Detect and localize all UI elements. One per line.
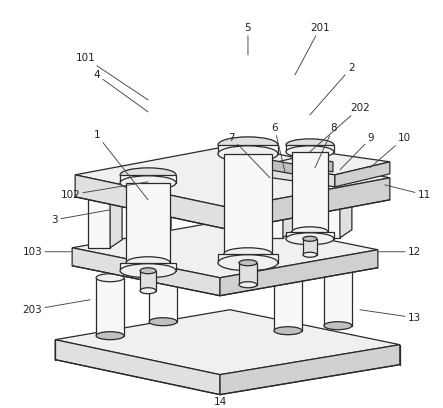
Ellipse shape	[120, 176, 176, 190]
Ellipse shape	[324, 264, 352, 272]
Ellipse shape	[149, 318, 177, 326]
Polygon shape	[270, 160, 298, 175]
Polygon shape	[88, 190, 122, 198]
Polygon shape	[335, 162, 390, 187]
Ellipse shape	[274, 327, 302, 335]
Ellipse shape	[286, 233, 334, 245]
Ellipse shape	[274, 269, 302, 277]
Ellipse shape	[120, 264, 176, 278]
Polygon shape	[318, 180, 352, 188]
Ellipse shape	[239, 260, 257, 266]
Polygon shape	[161, 179, 171, 236]
Polygon shape	[149, 264, 177, 322]
Polygon shape	[220, 250, 378, 296]
Polygon shape	[140, 271, 156, 291]
Text: 8: 8	[315, 123, 337, 168]
Ellipse shape	[218, 146, 278, 162]
Polygon shape	[265, 152, 390, 175]
Text: 103: 103	[23, 247, 72, 257]
Ellipse shape	[224, 248, 272, 260]
Ellipse shape	[140, 268, 156, 274]
Ellipse shape	[239, 282, 257, 288]
Polygon shape	[96, 278, 124, 336]
Polygon shape	[324, 268, 352, 326]
Ellipse shape	[96, 332, 124, 340]
Polygon shape	[239, 263, 257, 285]
Polygon shape	[286, 145, 334, 152]
Polygon shape	[72, 248, 220, 296]
Text: 6: 6	[271, 123, 285, 172]
Polygon shape	[218, 145, 278, 154]
Polygon shape	[120, 175, 176, 183]
Polygon shape	[120, 263, 176, 271]
Text: 201: 201	[295, 23, 330, 75]
Ellipse shape	[218, 137, 278, 153]
Polygon shape	[265, 181, 293, 188]
Text: 2: 2	[310, 63, 354, 115]
Polygon shape	[75, 175, 230, 230]
Ellipse shape	[126, 257, 170, 269]
Polygon shape	[75, 145, 390, 208]
Ellipse shape	[286, 146, 334, 158]
Ellipse shape	[324, 322, 352, 330]
Polygon shape	[72, 220, 378, 278]
Text: 102: 102	[60, 182, 148, 200]
Text: 13: 13	[360, 310, 421, 323]
Ellipse shape	[218, 255, 278, 271]
Text: 10: 10	[370, 133, 411, 168]
Text: 14: 14	[214, 380, 227, 407]
Text: 1: 1	[93, 130, 148, 200]
Polygon shape	[126, 183, 170, 263]
Polygon shape	[274, 273, 302, 331]
Ellipse shape	[149, 260, 177, 268]
Polygon shape	[318, 188, 340, 238]
Ellipse shape	[130, 236, 160, 244]
Polygon shape	[305, 157, 333, 172]
Polygon shape	[110, 190, 122, 248]
Polygon shape	[218, 254, 278, 263]
Polygon shape	[283, 181, 293, 238]
Text: 5: 5	[245, 23, 251, 55]
Text: 11: 11	[385, 185, 431, 200]
Polygon shape	[55, 340, 220, 395]
Polygon shape	[292, 152, 328, 232]
Polygon shape	[265, 165, 335, 187]
Ellipse shape	[303, 252, 317, 257]
Ellipse shape	[303, 236, 317, 241]
Ellipse shape	[127, 215, 163, 225]
Ellipse shape	[292, 227, 328, 237]
Polygon shape	[55, 310, 400, 375]
Text: 4: 4	[93, 70, 148, 112]
Ellipse shape	[96, 274, 124, 282]
Ellipse shape	[140, 288, 156, 294]
Polygon shape	[143, 179, 171, 186]
Text: 9: 9	[340, 133, 374, 170]
Polygon shape	[340, 180, 352, 238]
Polygon shape	[143, 186, 161, 236]
Polygon shape	[265, 188, 283, 238]
Text: 101: 101	[75, 53, 148, 100]
Polygon shape	[286, 232, 334, 239]
Polygon shape	[303, 239, 317, 255]
Text: 202: 202	[310, 103, 369, 152]
Polygon shape	[230, 178, 390, 230]
Ellipse shape	[120, 168, 176, 182]
Ellipse shape	[236, 211, 260, 219]
Polygon shape	[224, 154, 272, 254]
Text: 3: 3	[51, 210, 110, 225]
Text: 7: 7	[228, 133, 270, 178]
Polygon shape	[220, 345, 400, 395]
Polygon shape	[88, 198, 110, 248]
Text: 12: 12	[378, 247, 421, 257]
Ellipse shape	[286, 139, 334, 151]
Text: 203: 203	[23, 300, 90, 315]
